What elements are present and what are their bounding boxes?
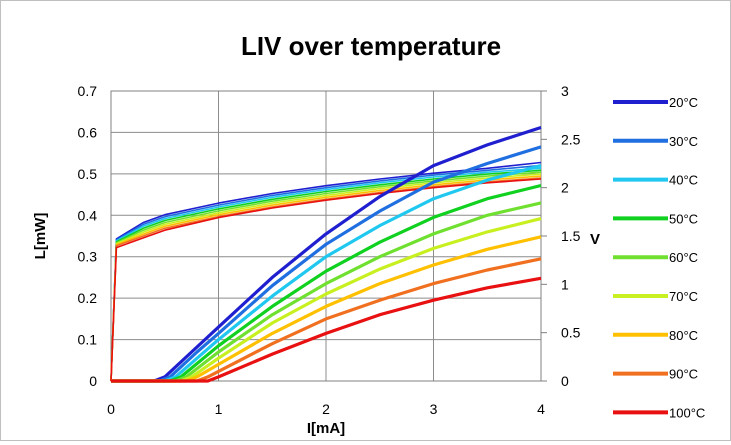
legend-label: 60°C <box>669 250 698 265</box>
voltage-line-70°C <box>110 173 542 382</box>
y2-tick-label: 0.5 <box>561 325 581 341</box>
voltage-line-30°C <box>110 164 542 382</box>
legend-label: 100°C <box>669 405 705 420</box>
x-axis-label: I[mA] <box>307 420 345 437</box>
y-tick-label: 0 <box>89 373 97 389</box>
power-line-40°C <box>111 164 542 383</box>
power-line-80°C <box>111 235 542 383</box>
x-tick-label: 4 <box>537 401 545 417</box>
legend-label: 40°C <box>669 173 698 188</box>
x-tick-label: 2 <box>322 401 330 417</box>
y-tick-label: 0.5 <box>78 166 98 182</box>
tick-labels: 00.10.20.30.40.50.60.70 1 2 3 400.511.522.53 <box>78 83 581 417</box>
voltage-line-100°C <box>110 178 542 382</box>
y2-tick-label: 3 <box>561 83 569 99</box>
voltage-line-80°C <box>110 175 542 382</box>
power-line-60°C <box>111 201 542 383</box>
x-tick-label: 0 <box>107 401 115 417</box>
power-line-70°C <box>111 217 542 383</box>
series-lines <box>110 125 542 383</box>
x-tick-label: 3 <box>430 401 438 417</box>
y2-axis-label: V <box>590 231 600 248</box>
y2-tick-label: 1 <box>561 276 569 292</box>
y-tick-label: 0.7 <box>78 83 98 99</box>
voltage-line-20°C <box>110 161 542 382</box>
voltage-line-60°C <box>110 171 542 382</box>
legend-label: 30°C <box>669 134 698 149</box>
y2-tick-label: 0 <box>561 373 569 389</box>
y-tick-label: 0.2 <box>78 290 98 306</box>
legend-label: 20°C <box>669 95 698 110</box>
chart-title: LIV over temperature <box>241 31 501 61</box>
power-line-30°C <box>111 145 542 383</box>
legend: 20°C 30°C 40°C 50°C 60°C 70°C 80°C 90°C 100°C <box>613 95 705 420</box>
y2-tick-label: 1.5 <box>561 228 581 244</box>
power-line-50°C <box>111 183 542 383</box>
y2-tick-label: 2.5 <box>561 131 581 147</box>
y-tick-label: 0.6 <box>78 124 98 140</box>
power-line-90°C <box>111 257 542 383</box>
y-tick-label: 0.3 <box>78 249 98 265</box>
voltage-line-90°C <box>110 177 542 382</box>
y-tick-label: 0.1 <box>78 332 98 348</box>
y-axis-label: L[mW] <box>32 213 49 260</box>
legend-label: 50°C <box>669 211 698 226</box>
y-tick-label: 0.4 <box>78 207 98 223</box>
legend-label: 90°C <box>669 367 698 382</box>
legend-label: 80°C <box>669 328 698 343</box>
y2-tick-label: 2 <box>561 180 569 196</box>
x-tick-label: 1 <box>215 401 223 417</box>
power-line-100°C <box>111 276 542 383</box>
power-line-20°C <box>111 125 542 383</box>
legend-label: 70°C <box>669 289 698 304</box>
